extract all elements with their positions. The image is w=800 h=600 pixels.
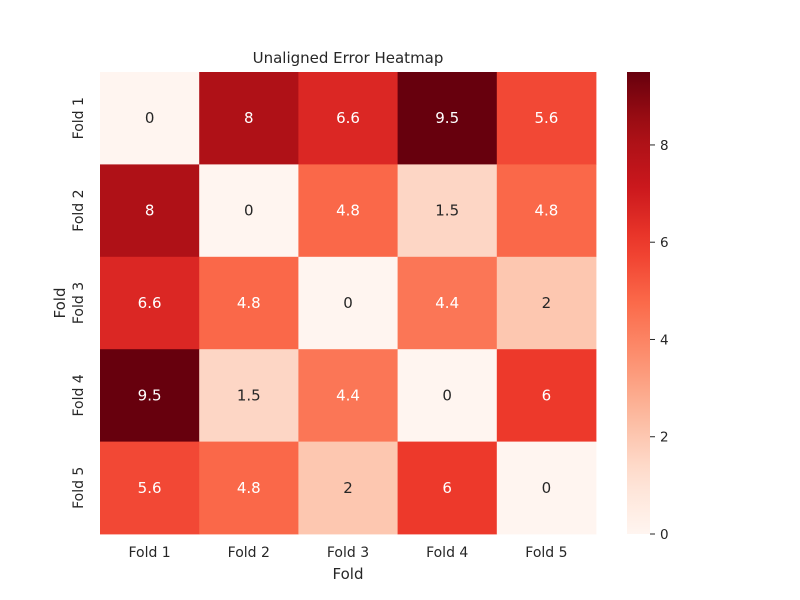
cell-value-r4-c3: 4.4 (336, 386, 360, 404)
colorbar-tick-label-4: 6 (660, 235, 669, 251)
x-axis-label: Fold (333, 565, 364, 583)
x-tick-label-5: Fold 5 (525, 545, 567, 561)
heatmap-cell-labels: 0 8 6.6 9.5 5.6 8 0 4.8 1.5 4.8 6.6 4.8 0 4.4 2 9.5 1.5 4… (138, 109, 559, 497)
cell-value-r2-c2: 0 (244, 202, 254, 220)
heatmap-cell-r2-c2 (199, 164, 299, 258)
cell-value-r2-c1: 8 (145, 202, 155, 220)
heatmap-cell-r4-c5 (496, 349, 597, 442)
colorbar-tick-label-1: 0 (660, 527, 669, 543)
x-tick-label-4: Fold 4 (426, 545, 468, 561)
cell-value-r1-c5: 5.6 (534, 109, 558, 127)
heatmap-cell-r5-c3 (298, 441, 398, 535)
cell-value-r3-c3: 0 (343, 294, 353, 312)
cell-value-r4-c1: 9.5 (138, 386, 162, 404)
heatmap-cell-r2-c1 (100, 164, 200, 258)
cell-value-r5-c4: 6 (442, 479, 452, 497)
heatmap-cell-r5-c4 (397, 441, 498, 535)
heatmap-cell-r4-c2 (199, 349, 299, 442)
cell-value-r5-c3: 2 (343, 479, 353, 497)
cell-value-r5-c1: 5.6 (138, 479, 162, 497)
heatmap-cells (100, 72, 597, 535)
cell-value-r4-c5: 6 (542, 386, 552, 404)
heatmap-cell-r1-c5 (496, 72, 597, 165)
cell-value-r1-c2: 8 (244, 109, 254, 127)
cell-value-r1-c4: 9.5 (435, 109, 459, 127)
cell-value-r3-c1: 6.6 (138, 294, 162, 312)
heatmap-cell-r3-c1 (100, 256, 200, 350)
heatmap-cell-r1-c3 (298, 72, 398, 165)
y-tick-label-4: Fold 4 (71, 374, 87, 416)
heatmap-cell-r2-c3 (298, 164, 398, 258)
colorbar-ticks: 0 2 4 6 8 (650, 138, 669, 543)
x-tick-label-2: Fold 2 (228, 545, 270, 561)
y-tick-label-3: Fold 3 (71, 282, 87, 324)
heatmap-cell-r5-c2 (199, 441, 299, 535)
cell-value-r1-c3: 6.6 (336, 109, 360, 127)
x-tick-label-1: Fold 1 (128, 545, 170, 561)
colorbar-tick-label-3: 4 (660, 332, 669, 348)
heatmap-cell-r5-c1 (100, 441, 200, 535)
y-axis-label: Fold (51, 288, 69, 319)
heatmap-cell-r1-c2 (199, 72, 299, 165)
cell-value-r1-c1: 0 (145, 109, 155, 127)
x-axis-ticks: Fold 1 Fold 2 Fold 3 Fold 4 Fold 5 (128, 545, 567, 561)
cell-value-r2-c4: 1.5 (435, 202, 459, 220)
colorbar-tick-label-2: 2 (660, 430, 669, 446)
cell-value-r5-c2: 4.8 (237, 479, 261, 497)
heatmap-cell-r2-c4 (397, 164, 498, 258)
heatmap-cell-r5-c5 (496, 441, 597, 535)
y-tick-label-2: Fold 2 (71, 189, 87, 231)
cell-value-r3-c4: 4.4 (435, 294, 459, 312)
cell-value-r3-c2: 4.8 (237, 294, 261, 312)
cell-value-r4-c2: 1.5 (237, 386, 261, 404)
heatmap-cell-r3-c2 (199, 256, 299, 350)
y-tick-label-1: Fold 1 (71, 97, 87, 139)
x-tick-label-3: Fold 3 (327, 545, 369, 561)
heatmap-cell-r1-c4 (397, 72, 498, 165)
heatmap-cell-r4-c1 (100, 349, 200, 442)
cell-value-r3-c5: 2 (542, 294, 552, 312)
heatmap-cell-r3-c5 (496, 256, 597, 350)
y-tick-label-5: Fold 5 (71, 467, 87, 509)
colorbar-tick-label-5: 8 (660, 138, 669, 154)
cell-value-r2-c3: 4.8 (336, 202, 360, 220)
cell-value-r5-c5: 0 (542, 479, 552, 497)
cell-value-r2-c5: 4.8 (534, 202, 558, 220)
heatmap-cell-r3-c4 (397, 256, 498, 350)
heatmap-cell-r3-c3 (298, 256, 398, 350)
heatmap-cell-r1-c1 (100, 72, 200, 165)
cell-value-r4-c4: 0 (442, 386, 452, 404)
heatmap-cell-r4-c3 (298, 349, 398, 442)
heatmap-cell-r2-c5 (496, 164, 597, 258)
y-axis-ticks: Fold 1 Fold 2 Fold 3 Fold 4 Fold 5 (71, 97, 87, 509)
heatmap-cell-r4-c4 (397, 349, 498, 442)
chart-title: Unaligned Error Heatmap (253, 49, 444, 67)
colorbar (627, 72, 650, 534)
